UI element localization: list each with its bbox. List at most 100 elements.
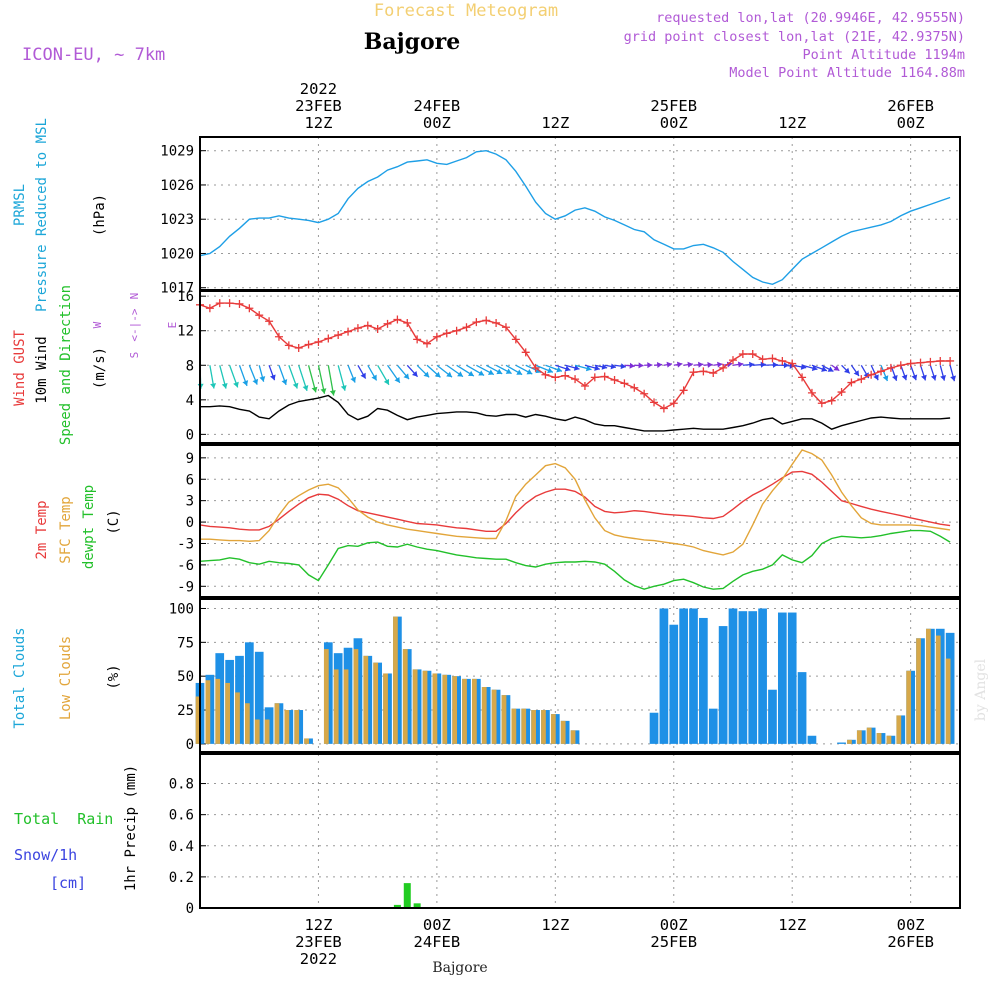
wind-panel: 0 4 8 12 16 [177, 289, 961, 444]
wind-direction-arrow [495, 364, 512, 375]
wind-direction-arrow [248, 365, 259, 385]
y-tick-label: 0.4 [169, 839, 194, 855]
gust-marker [284, 341, 293, 350]
top-time-label: 00Z [423, 114, 451, 132]
cloud-label-low: Low Clouds [58, 636, 74, 720]
compass-arrow: <-|-> [128, 308, 141, 341]
low-cloud-bar [323, 649, 329, 744]
bottom-time-label: 00Z [897, 916, 925, 934]
gust-marker [798, 373, 807, 382]
bottom-time-label: 2022 [300, 950, 337, 968]
wind-direction-arrow [653, 362, 663, 368]
wind-direction-arrow [238, 365, 249, 387]
gust-marker [650, 398, 659, 407]
plot-area [200, 599, 960, 752]
pressure-panel-labels: PRMSL Pressure Reduced to MSL (hPa) [12, 118, 108, 312]
wind-direction-arrow [515, 364, 533, 375]
wind-direction-arrow [634, 362, 644, 369]
low-cloud-bar [235, 692, 240, 744]
low-cloud-bar [294, 710, 300, 744]
low-cloud-bar [205, 680, 211, 744]
arrow-head [676, 361, 683, 368]
wind-direction-arrow [831, 364, 840, 372]
arrow-head [311, 386, 318, 393]
wind-direction-arrow [604, 363, 617, 370]
gust-marker [877, 367, 886, 376]
arrow-head [940, 375, 946, 381]
low-cloud-bar [531, 710, 536, 744]
low-cloud-bar [491, 689, 497, 744]
gust-marker [511, 335, 520, 344]
gust-marker [699, 367, 708, 376]
total-cloud-bar [659, 608, 669, 744]
wind-direction-arrow [949, 365, 956, 382]
y-tick-label: 16 [177, 289, 194, 305]
arrow-head [638, 362, 644, 369]
10m-wind-line [200, 394, 951, 432]
low-cloud-bar [225, 682, 231, 744]
total-cloud-bar [699, 617, 708, 744]
sfc-temp-line [200, 449, 951, 556]
total-cloud-bar [718, 626, 728, 744]
arrow-head [717, 361, 723, 368]
gust-marker [452, 326, 461, 335]
y-tick-label: 4 [186, 393, 194, 409]
arrow-head [292, 382, 299, 389]
arrow-head [340, 385, 347, 391]
gust-marker [383, 319, 392, 328]
low-cloud-bar [195, 696, 201, 744]
y-tick-label: 1026 [160, 178, 194, 194]
low-cloud-bar [393, 616, 398, 744]
total-cloud-bar [768, 689, 777, 744]
gust-marker [719, 363, 728, 372]
arrow-head [892, 375, 898, 381]
top-time-label: 00Z [897, 114, 925, 132]
arrow-head [950, 375, 956, 382]
bottom-time-label: 23FEB [295, 933, 342, 951]
y-tick-label: 0 [186, 427, 194, 443]
bottom-time-label: 00Z [423, 916, 451, 934]
low-cloud-bar [422, 670, 428, 744]
point-altitude: Point Altitude 1194m [802, 47, 965, 63]
precip-label-snow: Snow/1h [14, 846, 77, 864]
gust-marker [906, 359, 915, 368]
arrow-head [221, 382, 228, 389]
gust-marker [314, 337, 323, 346]
total-cloud-bar [728, 608, 738, 744]
y-tick-label: 3 [186, 494, 194, 510]
arrow-head [302, 385, 309, 391]
gust-marker [462, 323, 471, 332]
wind-direction-arrow [426, 364, 441, 378]
credit-watermark: by Angel [973, 658, 989, 721]
gust-marker [926, 357, 935, 366]
arrow-head [749, 361, 755, 368]
gust-marker [659, 404, 668, 413]
precip-label-rain: Total Rain [14, 810, 113, 828]
gust-marker [600, 372, 609, 381]
y-tick-label: 0.8 [169, 777, 194, 793]
total-cloud-bar [758, 608, 767, 744]
wind-panel-labels: Wind GUST 10m Wind Speed and Direction (… [12, 285, 179, 445]
y-tick-label: -6 [177, 558, 194, 574]
low-cloud-bar [847, 739, 852, 744]
low-cloud-bar [570, 730, 576, 744]
gust-marker [324, 334, 333, 343]
low-cloud-bar [935, 635, 941, 744]
total-cloud-bar [254, 651, 264, 744]
arrow-head [478, 370, 485, 376]
pressure-panel: 1017 1020 1023 1026 1029 [160, 136, 961, 297]
compass-east: E [166, 322, 179, 329]
y-tick-label: 6 [186, 472, 194, 488]
wind-label-gust: Wind GUST [12, 330, 28, 406]
panel-frame [199, 753, 961, 909]
wind-direction-arrow [900, 365, 908, 381]
wind-direction-arrow [337, 365, 347, 391]
low-cloud-bar [511, 708, 517, 744]
wind-direction-arrow [870, 364, 879, 381]
gust-marker [689, 368, 698, 377]
gust-marker [580, 382, 589, 390]
wind-direction-arrow [406, 364, 419, 378]
low-cloud-bar [560, 720, 566, 744]
arrow-head [901, 374, 908, 381]
